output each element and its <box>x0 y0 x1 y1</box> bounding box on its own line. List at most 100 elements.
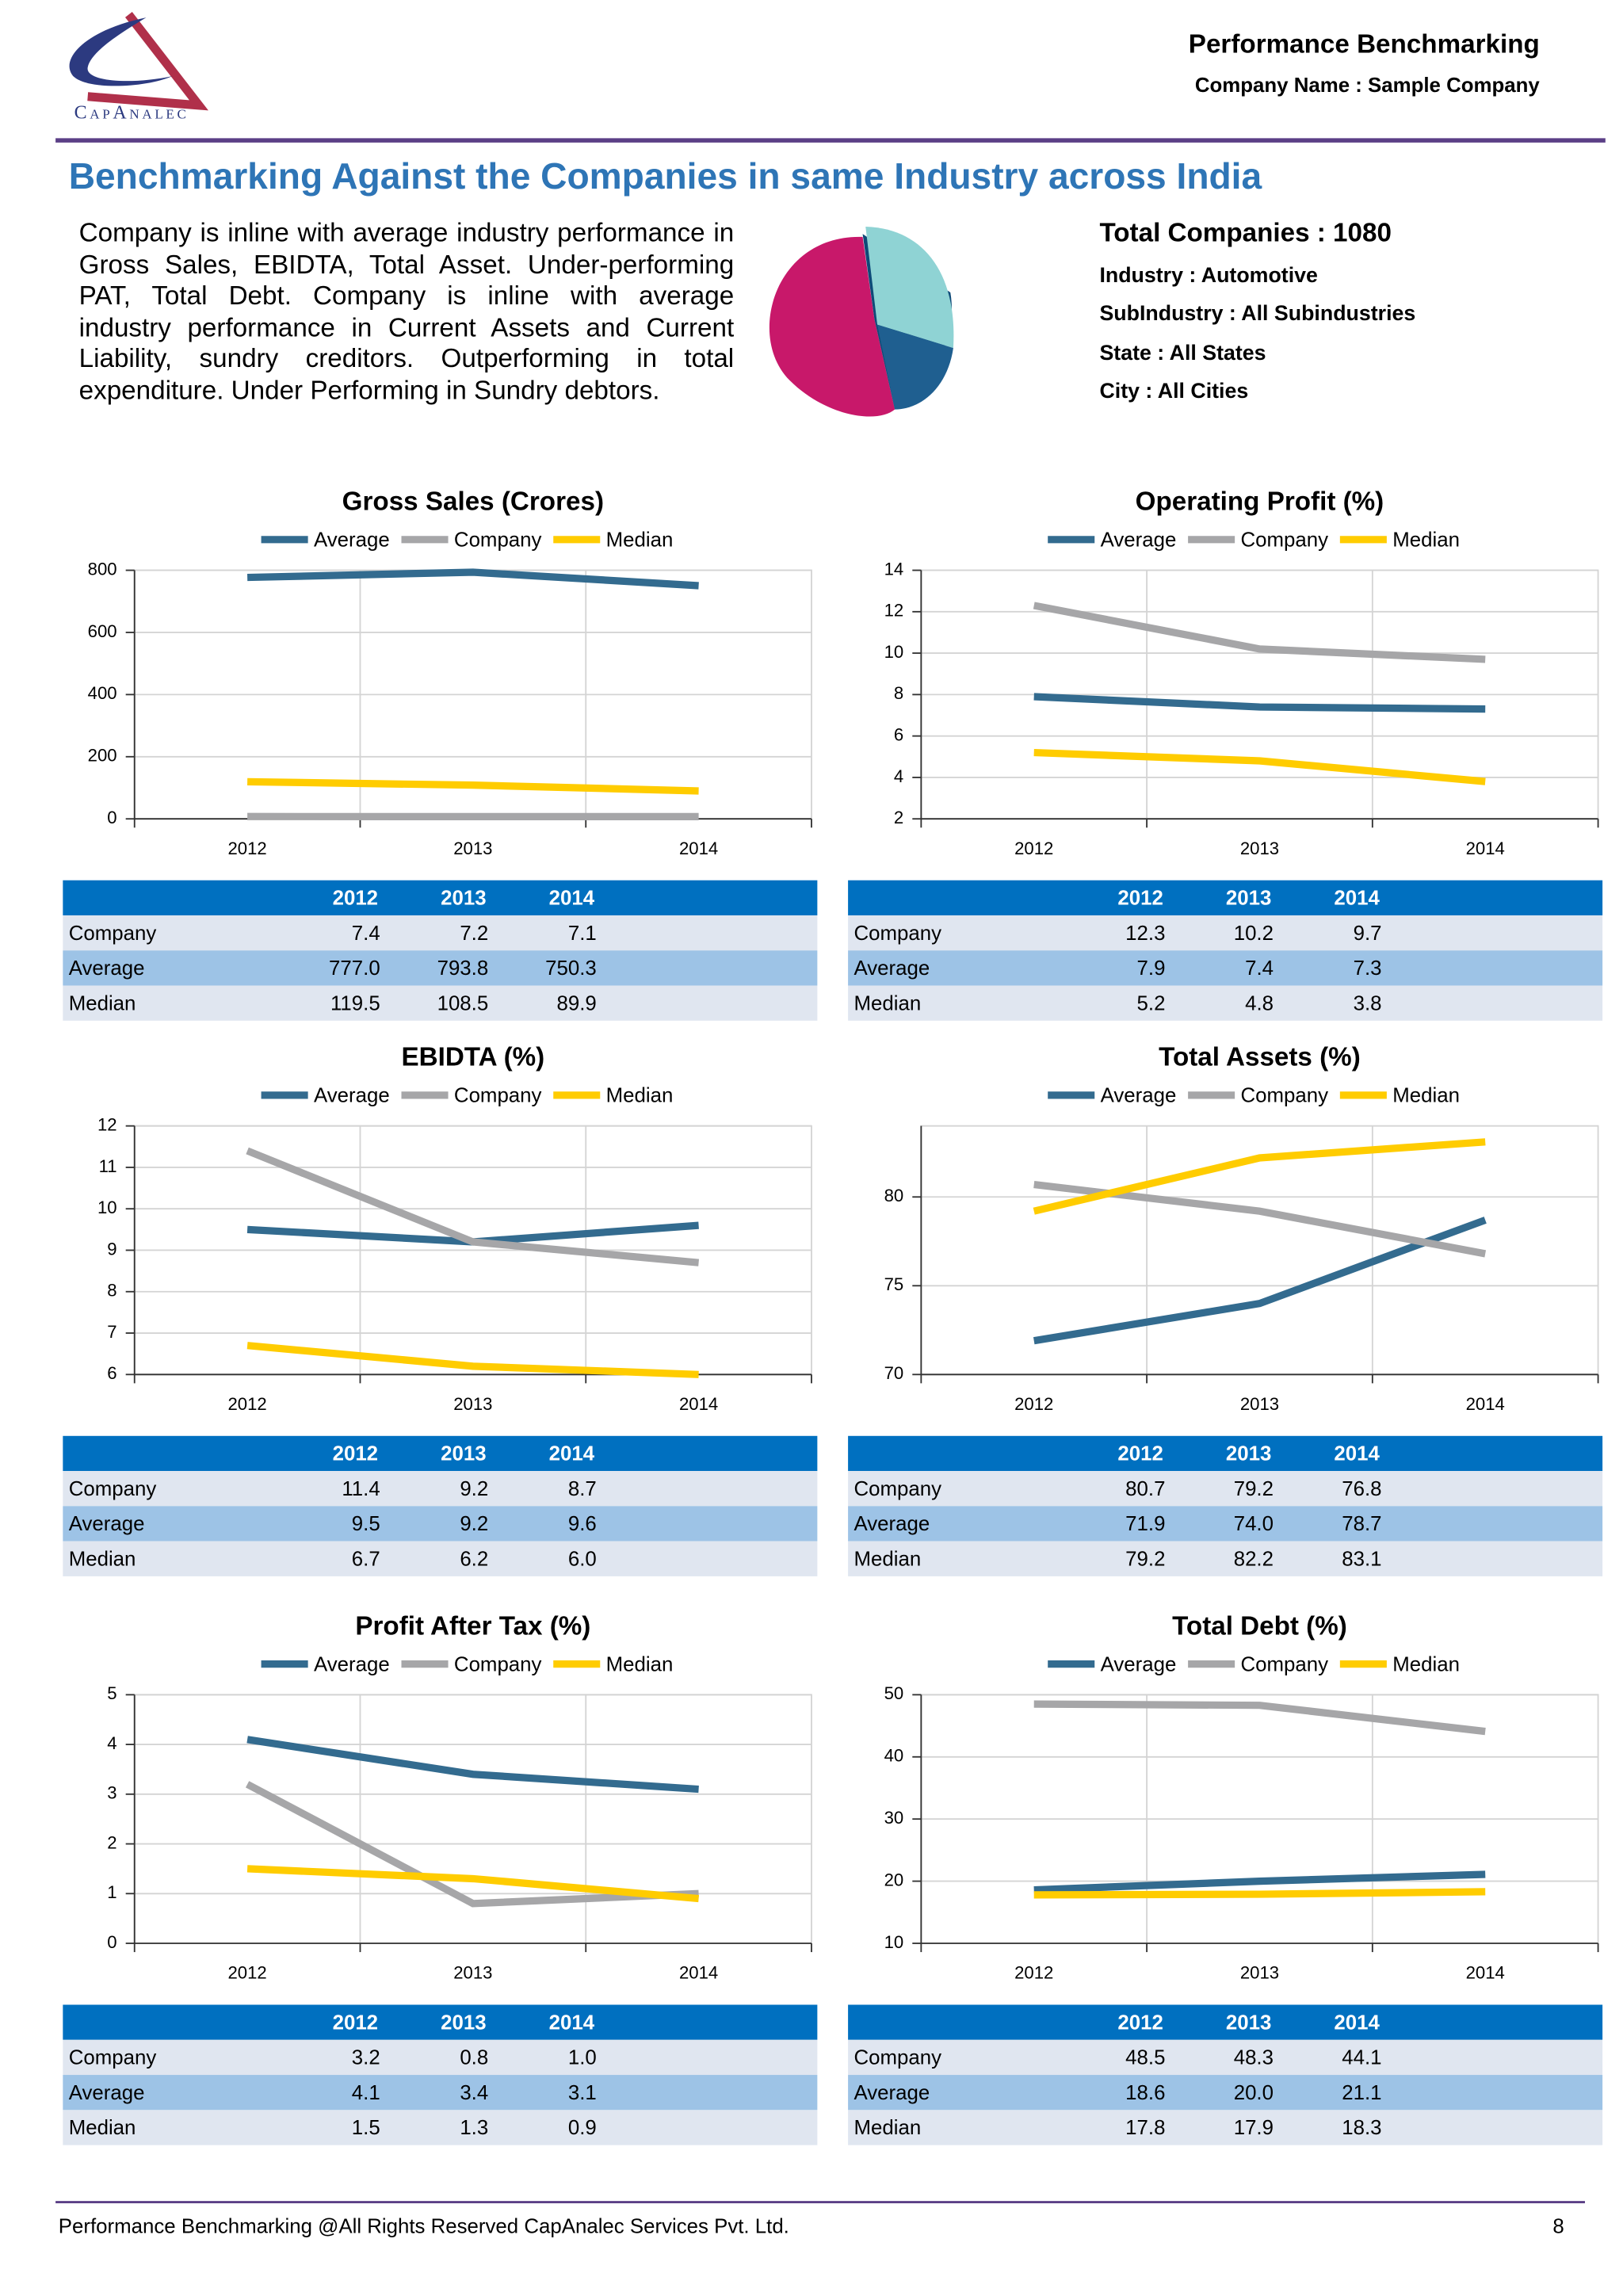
table-row <box>63 2075 817 2110</box>
table-cell: 793.8 <box>437 957 489 980</box>
y-tick-label: 2 <box>894 808 903 827</box>
y-tick-label: 12 <box>884 601 904 621</box>
table-cell: 4.8 <box>1245 992 1274 1014</box>
pie-illustration <box>769 227 954 417</box>
legend-label: Median <box>606 529 674 551</box>
table-row-label: Company <box>69 1478 157 1500</box>
table-cell: 11.4 <box>342 1478 380 1500</box>
x-tick-label: 2013 <box>453 1963 492 1983</box>
table-row <box>63 2110 817 2145</box>
table-cell: 9.2 <box>460 1513 488 1535</box>
legend-label: Company <box>1241 1085 1329 1107</box>
table-header-cell: 2013 <box>1226 2011 1271 2034</box>
y-tick-label: 80 <box>884 1186 904 1205</box>
y-tick-label: 9 <box>107 1239 116 1259</box>
y-tick-label: 10 <box>97 1198 117 1217</box>
table-row-label: Average <box>854 1513 930 1535</box>
legend: Average Company Median <box>1048 1653 1460 1675</box>
table-row <box>63 915 817 950</box>
table-cell: 79.2 <box>1125 1548 1165 1570</box>
y-tick-label: 14 <box>884 559 904 579</box>
table-header-cell: 2012 <box>1117 2011 1163 2034</box>
table-cell: 777.0 <box>329 957 380 980</box>
legend-label: Company <box>1241 529 1329 551</box>
x-tick-label: 2014 <box>679 1394 718 1414</box>
table-header-cell: 2012 <box>333 1443 378 1465</box>
footer-text: Performance Benchmarking @All Rights Res… <box>59 2214 789 2237</box>
x-tick-label: 2014 <box>1466 839 1505 858</box>
table-row <box>848 2075 1602 2110</box>
y-tick-label: 50 <box>884 1683 904 1703</box>
table-cell: 7.1 <box>568 923 597 945</box>
table-cell: 9.2 <box>460 1478 488 1500</box>
legend-label: Median <box>1392 1653 1460 1675</box>
table-cell: 3.4 <box>460 2082 488 2104</box>
table-row-label: Company <box>854 1478 941 1500</box>
table-cell: 0.8 <box>460 2047 488 2069</box>
table-cell: 74.0 <box>1234 1513 1274 1535</box>
stat-item: Industry : Automotive <box>1099 258 1415 296</box>
table-row <box>63 2040 817 2075</box>
table-cell: 7.9 <box>1137 957 1166 980</box>
legend-label: Average <box>314 1653 390 1675</box>
table-row <box>848 1471 1602 1506</box>
table-row-label: Average <box>69 1513 145 1535</box>
table-cell: 5.2 <box>1137 992 1166 1014</box>
table-cell: 1.0 <box>568 2047 597 2069</box>
table-cell: 78.7 <box>1342 1513 1381 1535</box>
table-cell: 79.2 <box>1234 1478 1274 1500</box>
table-row <box>848 2040 1602 2075</box>
table-header-cell: 2013 <box>1226 1443 1271 1465</box>
table-cell: 6.2 <box>460 1548 488 1570</box>
x-tick-label: 2012 <box>1014 1963 1053 1983</box>
table-cell: 76.8 <box>1342 1478 1381 1500</box>
table-cell: 4.1 <box>352 2082 380 2104</box>
table-row-label: Average <box>69 957 145 980</box>
table-row <box>848 986 1602 1021</box>
table-header-cell: 2012 <box>1117 888 1163 910</box>
table-header-cell: 2014 <box>1334 888 1380 910</box>
legend-label: Company <box>1241 1653 1329 1675</box>
table-row-label: Company <box>69 2047 157 2069</box>
y-tick-label: 20 <box>884 1870 904 1889</box>
table-row-label: Average <box>854 957 930 980</box>
table-cell: 20.0 <box>1234 2082 1274 2104</box>
legend-label: Average <box>314 1085 390 1107</box>
table-row <box>63 1506 817 1541</box>
table-cell: 750.3 <box>545 957 597 980</box>
stat-item: SubIndustry : All Subindustries <box>1099 296 1415 334</box>
y-tick-label: 0 <box>107 1932 116 1952</box>
table-cell: 80.7 <box>1125 1478 1165 1500</box>
stat-item: City : All Cities <box>1099 372 1415 411</box>
table-row-label: Median <box>854 1548 921 1570</box>
series-line <box>1034 606 1485 659</box>
legend-label: Median <box>606 1085 674 1107</box>
stat-item: State : All States <box>1099 334 1415 373</box>
series-line <box>247 572 698 586</box>
legend: Average Company Median <box>262 1085 674 1107</box>
table-row-label: Average <box>854 2082 930 2104</box>
table-row-label: Median <box>69 992 136 1014</box>
y-tick-label: 75 <box>884 1274 904 1294</box>
legend-label: Average <box>1101 1085 1177 1107</box>
x-tick-label: 2013 <box>1240 1394 1279 1414</box>
x-tick-label: 2013 <box>1240 839 1279 858</box>
series-line <box>247 1346 698 1375</box>
y-tick-label: 5 <box>107 1683 116 1703</box>
legend-label: Average <box>1101 1653 1177 1675</box>
table-row-label: Company <box>854 2047 941 2069</box>
legend-label: Company <box>454 1085 542 1107</box>
table-cell: 7.4 <box>1245 957 1274 980</box>
y-tick-label: 11 <box>99 1156 117 1176</box>
table-row <box>848 1506 1602 1541</box>
y-tick-label: 40 <box>884 1746 904 1766</box>
y-tick-label: 12 <box>97 1114 117 1134</box>
y-tick-label: 8 <box>894 683 903 703</box>
y-tick-label: 8 <box>107 1281 116 1301</box>
table-header-cell: 2014 <box>549 888 595 910</box>
table-row <box>63 1471 817 1506</box>
table-cell: 6.0 <box>568 1548 597 1570</box>
